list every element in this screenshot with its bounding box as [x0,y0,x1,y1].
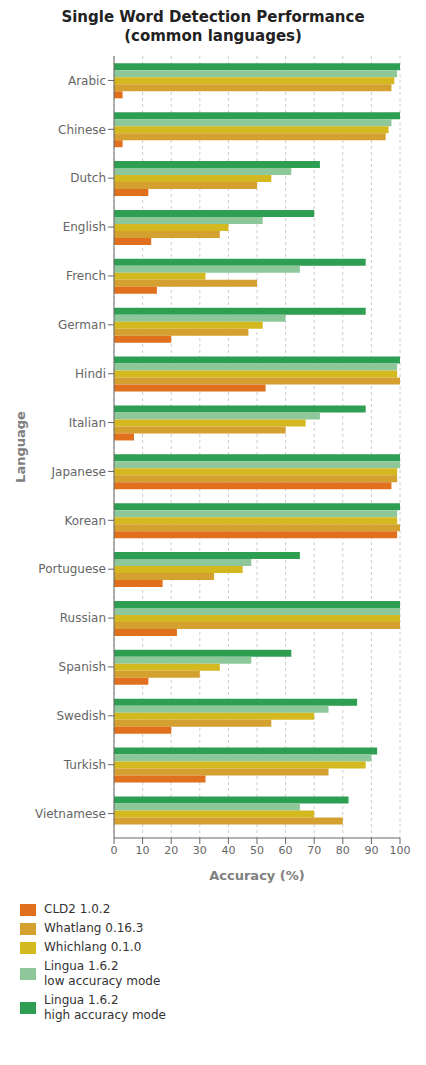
svg-text:0: 0 [111,844,118,857]
html-text:Whichlang 0.1.0: Whichlang 0.1.0 [44,940,142,954]
svg-text:Turkish: Turkish [63,758,106,772]
svg-text:Chinese: Chinese [58,123,106,137]
svg-text:Portuguese: Portuguese [38,562,106,576]
svg-text:French: French [66,269,106,283]
html-text:Whatlang 0.16.3: Whatlang 0.16.3 [44,921,144,935]
svg-text:Spanish: Spanish [59,660,106,674]
svg-text:German: German [58,318,106,332]
html-text:Single Word Detection Performa: Single Word Detection Performance (commo… [61,8,365,45]
svg-text:80: 80 [336,844,350,857]
svg-text:30: 30 [193,844,207,857]
html-text:Lingua 1.6.2 high accuracy mod: Lingua 1.6.2 high accuracy mode [44,993,166,1022]
svg-text:10: 10 [136,844,150,857]
html-text:CLD2 1.0.2: CLD2 1.0.2 [44,902,111,916]
svg-text:Korean: Korean [64,514,106,528]
svg-text:Swedish: Swedish [56,709,106,723]
svg-text:Accuracy (%): Accuracy (%) [209,868,305,883]
svg-text:100: 100 [390,844,411,857]
svg-text:20: 20 [164,844,178,857]
html-text:Lingua 1.6.2 low accuracy mode: Lingua 1.6.2 low accuracy mode [44,959,161,988]
svg-text:English: English [63,220,106,234]
svg-text:Italian: Italian [69,416,106,430]
svg-text:40: 40 [221,844,235,857]
svg-text:Language: Language [13,411,28,483]
svg-text:70: 70 [307,844,321,857]
svg-text:50: 50 [250,844,264,857]
svg-text:Arabic: Arabic [68,74,106,88]
svg-text:Japanese: Japanese [51,465,107,479]
svg-text:Dutch: Dutch [70,171,106,185]
svg-text:60: 60 [279,844,293,857]
svg-text:Hindi: Hindi [75,367,106,381]
svg-text:90: 90 [364,844,378,857]
svg-text:Russian: Russian [60,611,106,625]
svg-text:Vietnamese: Vietnamese [35,807,106,821]
